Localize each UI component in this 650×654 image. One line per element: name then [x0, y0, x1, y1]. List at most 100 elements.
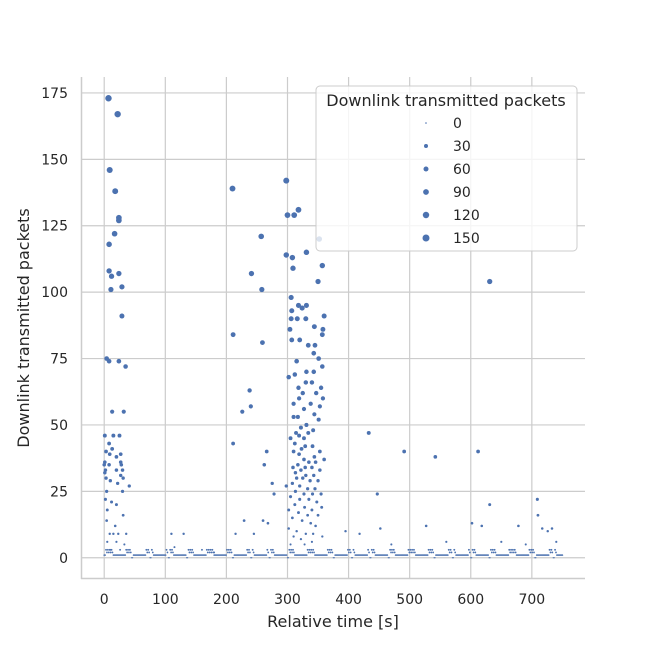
data-point	[119, 463, 124, 467]
data-point	[170, 551, 172, 554]
data-point	[302, 492, 306, 496]
legend-marker	[425, 122, 427, 124]
data-point	[349, 551, 352, 554]
data-point	[187, 557, 189, 559]
data-point	[412, 548, 415, 551]
data-point	[412, 551, 414, 554]
data-point	[489, 557, 491, 559]
data-point	[393, 551, 396, 554]
data-point	[306, 513, 310, 517]
data-point	[248, 404, 253, 409]
data-point	[106, 241, 112, 248]
data-point	[123, 364, 128, 369]
data-point	[320, 364, 325, 369]
data-point	[301, 476, 305, 480]
data-point	[367, 548, 370, 551]
data-point	[228, 551, 231, 554]
data-point	[120, 489, 125, 493]
data-point	[474, 551, 477, 554]
data-point	[117, 433, 122, 438]
data-point	[554, 548, 557, 551]
legend-marker	[423, 189, 429, 195]
data-point	[430, 551, 433, 554]
data-point	[296, 396, 302, 401]
data-point	[167, 557, 169, 559]
y-tick-labels: 0 25 50 75 100 125 150 175	[41, 86, 68, 567]
data-point	[507, 554, 510, 556]
data-point	[409, 548, 412, 551]
data-point	[287, 557, 290, 559]
data-point	[144, 554, 147, 556]
x-axis-label: Relative time [s]	[267, 612, 399, 631]
data-point	[188, 551, 191, 554]
data-point	[319, 262, 326, 269]
data-point	[295, 414, 300, 420]
data-point	[294, 476, 299, 480]
x-tick-label: 700	[518, 592, 545, 608]
data-point	[550, 548, 553, 551]
data-point	[104, 476, 108, 480]
data-points	[102, 95, 564, 559]
data-point	[209, 548, 212, 551]
data-point	[120, 468, 125, 472]
data-point	[299, 446, 304, 451]
data-point	[488, 503, 492, 507]
data-point	[102, 463, 106, 467]
data-point	[426, 554, 429, 556]
data-point	[311, 551, 314, 554]
data-point	[150, 557, 152, 559]
data-point	[315, 500, 319, 504]
data-point	[313, 551, 315, 554]
data-point	[258, 233, 265, 240]
data-point	[391, 548, 393, 551]
data-point	[284, 212, 291, 218]
data-point	[192, 551, 194, 554]
data-point	[490, 551, 493, 554]
data-point	[166, 551, 169, 554]
data-point	[148, 551, 150, 554]
data-point	[548, 548, 551, 551]
data-point	[201, 548, 203, 551]
data-point	[292, 548, 294, 551]
data-point	[372, 548, 375, 551]
data-point	[289, 337, 295, 343]
data-point	[447, 554, 449, 556]
data-point	[494, 551, 497, 554]
data-point	[302, 457, 306, 462]
data-point	[151, 551, 154, 554]
legend-label: 60	[453, 162, 471, 178]
data-point	[311, 369, 317, 375]
data-point	[470, 521, 474, 525]
legend: Downlink transmitted packets 0 30 60 90 120 1…	[315, 85, 578, 252]
data-point	[369, 557, 371, 559]
data-point	[447, 548, 450, 551]
x-tick-labels: 0 100 200 300 400 500 600 700	[100, 592, 545, 608]
data-point	[106, 540, 109, 543]
data-point	[434, 557, 436, 559]
data-point	[251, 557, 253, 559]
data-point	[272, 551, 275, 554]
data-point	[286, 374, 291, 380]
data-point	[125, 532, 128, 536]
data-point	[471, 557, 473, 559]
data-point	[129, 551, 132, 554]
data-point	[540, 527, 544, 530]
data-point	[232, 557, 235, 559]
data-point	[109, 551, 112, 554]
data-point	[307, 497, 311, 501]
data-point	[492, 551, 495, 554]
data-point	[114, 454, 119, 459]
data-point	[126, 551, 129, 554]
x-tick-label: 600	[457, 592, 484, 608]
data-point	[262, 463, 267, 467]
data-point	[108, 286, 114, 293]
data-point	[304, 473, 308, 478]
data-point	[547, 554, 550, 556]
data-point	[116, 217, 122, 224]
data-point	[226, 548, 228, 551]
data-point	[292, 535, 295, 538]
data-point	[533, 551, 535, 554]
data-point	[454, 551, 457, 554]
data-point	[321, 535, 324, 538]
data-point	[351, 557, 353, 559]
